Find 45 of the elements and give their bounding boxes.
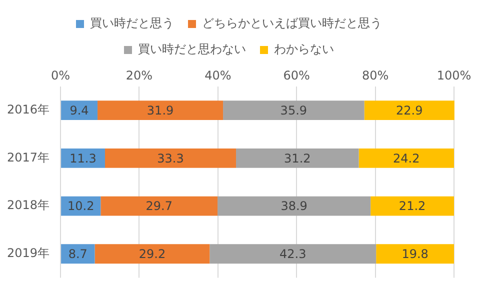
bar (94, 244, 210, 264)
data-label: 29.2 (138, 247, 166, 261)
bar (105, 148, 236, 168)
legend-label: どちらかといえば買い時だと思う (202, 16, 382, 30)
bar (100, 196, 218, 216)
bar (61, 100, 98, 120)
data-label: 21.2 (398, 199, 426, 214)
y-tick-label: 2017年 (6, 150, 50, 164)
data-label: 11.3 (70, 151, 96, 166)
bar (61, 244, 95, 264)
bar (223, 100, 364, 120)
data-label: 9.4 (70, 103, 89, 118)
y-tick-label: 2019年 (6, 246, 50, 260)
data-label: 29.7 (146, 199, 172, 214)
bar (236, 148, 359, 168)
bar (218, 196, 371, 216)
x-tick-label: 0% (51, 68, 70, 82)
data-label: 35.9 (280, 103, 308, 118)
legend-label: わからない (274, 42, 334, 56)
bar (376, 244, 454, 264)
bar (370, 196, 454, 216)
data-label: 22.9 (396, 103, 423, 118)
x-tick-label: 100% (436, 68, 472, 82)
data-label: 10.2 (67, 199, 94, 214)
bar (210, 244, 376, 264)
bar (358, 148, 454, 168)
data-label: 33.3 (157, 151, 184, 166)
bar (98, 100, 224, 120)
y-tick-label: 2016年 (6, 102, 50, 116)
y-tick-label: 2018年 (6, 198, 50, 212)
data-label: 24.2 (393, 151, 420, 166)
x-tick-label: 20% (126, 68, 153, 82)
legend-label: 買い時だと思う (90, 16, 174, 30)
data-label: 42.3 (280, 247, 306, 261)
data-label: 31.9 (146, 103, 174, 118)
data-label: 38.9 (280, 199, 308, 214)
data-label: 19.8 (402, 247, 428, 261)
x-tick-label: 60% (283, 68, 310, 82)
bar (364, 100, 454, 120)
x-tick-label: 80% (362, 68, 389, 82)
x-tick-label: 40% (204, 68, 232, 82)
data-label: 8.7 (68, 247, 88, 261)
bar (61, 148, 105, 168)
legend-label: 買い時だと思わない (138, 42, 246, 56)
data-label: 31.2 (284, 151, 311, 166)
